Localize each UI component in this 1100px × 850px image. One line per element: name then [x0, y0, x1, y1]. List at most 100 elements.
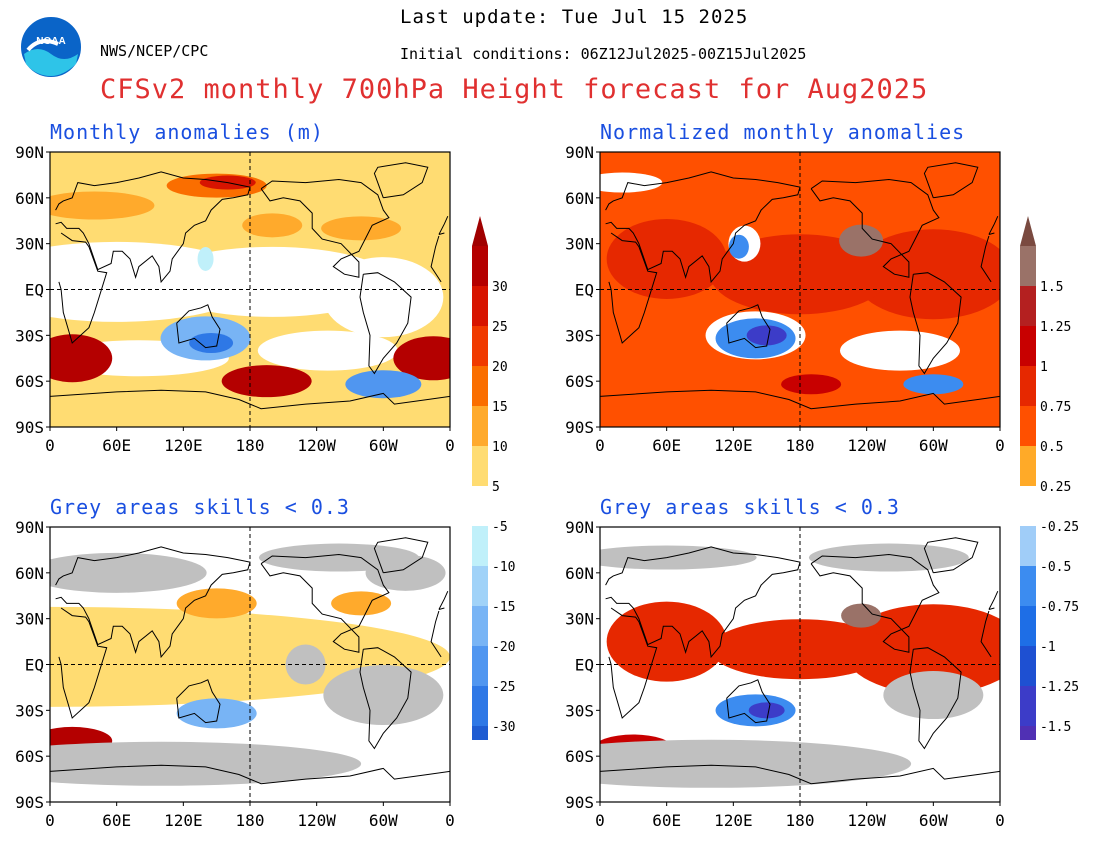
colorbar-normalized: 1.5 1.25 1 0.75 0.5 0.25 -0.25 -0.5 -0.75 -1 -1.25… [1020, 216, 1079, 740]
colorbar-label: -0.75 [1040, 600, 1079, 615]
colorbar-segment [472, 286, 488, 326]
lat-tick-label: EQ [25, 656, 44, 675]
colorbar-segment [472, 246, 488, 286]
colorbar-label: 20 [492, 360, 508, 375]
colorbar-segment [1020, 246, 1036, 286]
colorbar-label: -25 [492, 680, 515, 695]
colorbar-segment [1020, 366, 1036, 406]
lat-tick-label: 30S [15, 701, 44, 720]
lon-tick-label: 120E [714, 436, 753, 455]
lon-tick-label: 180 [236, 436, 265, 455]
colorbar-label: 0.5 [1040, 440, 1063, 455]
colorbar-segment [1020, 406, 1036, 446]
colorbar-segment [472, 326, 488, 366]
colorbar-segment [472, 686, 488, 726]
lat-tick-label: 30N [15, 235, 44, 254]
lat-tick-label: 30S [565, 701, 594, 720]
lat-tick-label: 90N [15, 143, 44, 162]
lat-tick-label: 60N [565, 189, 594, 208]
colorbar-label: 1 [1040, 360, 1048, 375]
colorbar-label: -30 [492, 720, 515, 735]
colorbar-label: 0.25 [1040, 480, 1071, 495]
colorbar-label: -1.25 [1040, 680, 1079, 695]
lat-tick-label: 60N [15, 189, 44, 208]
lat-tick-label: EQ [575, 656, 594, 675]
colorbar-segment [1020, 326, 1036, 366]
lat-tick-label: 90N [565, 518, 594, 537]
colorbar-label: -1 [1040, 640, 1056, 655]
lat-tick-label: 90S [565, 418, 594, 437]
panel-title-anomalies: Monthly anomalies (m) [50, 120, 324, 144]
colorbar-label: -0.5 [1040, 560, 1071, 575]
colorbar-segment-neutral [1020, 486, 1036, 526]
lon-tick-label: 120W [847, 436, 886, 455]
lon-tick-label: 120W [847, 811, 886, 830]
lon-tick-label: 0 [445, 436, 455, 455]
colorbar-label: -10 [492, 560, 515, 575]
colorbar-segment [472, 646, 488, 686]
lat-tick-label: 60S [565, 372, 594, 391]
colorbar-segment [1020, 286, 1036, 326]
colorbar-anomalies: 30 25 20 15 10 5 -5 -10 -15 -20 -25 -30 [472, 216, 515, 740]
lon-tick-label: 120E [164, 811, 203, 830]
colorbar-segment [1020, 526, 1036, 566]
panel-title-skill-normalized: Grey areas skills < 0.3 [600, 495, 900, 519]
lon-tick-label: 0 [995, 811, 1005, 830]
lat-tick-label: EQ [575, 281, 594, 300]
colorbar-segment [472, 366, 488, 406]
colorbar-segment [1020, 686, 1036, 726]
colorbar-segment [1020, 726, 1036, 740]
colorbar-label: 30 [492, 280, 508, 295]
noaa-logo: NOAA [18, 14, 84, 84]
colorbar-label: 15 [492, 400, 508, 415]
colorbar-segment [472, 446, 488, 486]
lat-tick-label: 60S [565, 747, 594, 766]
lon-tick-label: 0 [595, 811, 605, 830]
colorbar-segment [1020, 606, 1036, 646]
colorbar-segment [472, 726, 488, 740]
colorbar-segment [472, 606, 488, 646]
colorbar-label: -20 [492, 640, 515, 655]
colorbar-label: -5 [492, 520, 508, 535]
lat-tick-label: EQ [25, 281, 44, 300]
lon-tick-label: 0 [445, 811, 455, 830]
initial-conditions-text: Initial conditions: 06Z12Jul2025-00Z15Ju… [400, 45, 807, 63]
lat-tick-label: 60S [15, 747, 44, 766]
colorbar-segment-neutral [472, 486, 488, 526]
lat-tick-label: 90S [565, 793, 594, 812]
lon-tick-label: 120W [297, 436, 336, 455]
colorbar-label: -1.5 [1040, 720, 1071, 735]
last-update-text: Last update: Tue Jul 15 2025 [400, 6, 749, 28]
lon-tick-label: 60E [652, 436, 681, 455]
lat-tick-label: 30N [15, 610, 44, 629]
colorbar-segment [472, 526, 488, 566]
lat-tick-label: 30N [565, 610, 594, 629]
lat-tick-label: 90S [15, 793, 44, 812]
lat-tick-label: 60N [565, 564, 594, 583]
panel-title-skill-anomalies: Grey areas skills < 0.3 [50, 495, 350, 519]
lat-tick-label: 90S [15, 418, 44, 437]
colorbar-segment [472, 406, 488, 446]
svg-text:NOAA: NOAA [36, 36, 65, 47]
lon-tick-label: 120E [714, 811, 753, 830]
lat-tick-label: 30S [565, 326, 594, 345]
colorbar-label: 5 [492, 480, 500, 495]
lat-tick-label: 90N [565, 143, 594, 162]
colorbar-label: 0.75 [1040, 400, 1071, 415]
colorbar-segment [1020, 646, 1036, 686]
lon-tick-label: 60W [919, 811, 948, 830]
lon-tick-label: 0 [45, 436, 55, 455]
lon-tick-label: 60W [919, 436, 948, 455]
lon-tick-label: 0 [995, 436, 1005, 455]
lon-tick-label: 60E [102, 811, 131, 830]
lon-tick-label: 0 [595, 436, 605, 455]
lat-tick-label: 90N [15, 518, 44, 537]
lat-tick-label: 60S [15, 372, 44, 391]
lon-tick-label: 180 [236, 811, 265, 830]
lon-tick-label: 60W [369, 811, 398, 830]
colorbar-label: -0.25 [1040, 520, 1079, 535]
lat-tick-label: 30S [15, 326, 44, 345]
